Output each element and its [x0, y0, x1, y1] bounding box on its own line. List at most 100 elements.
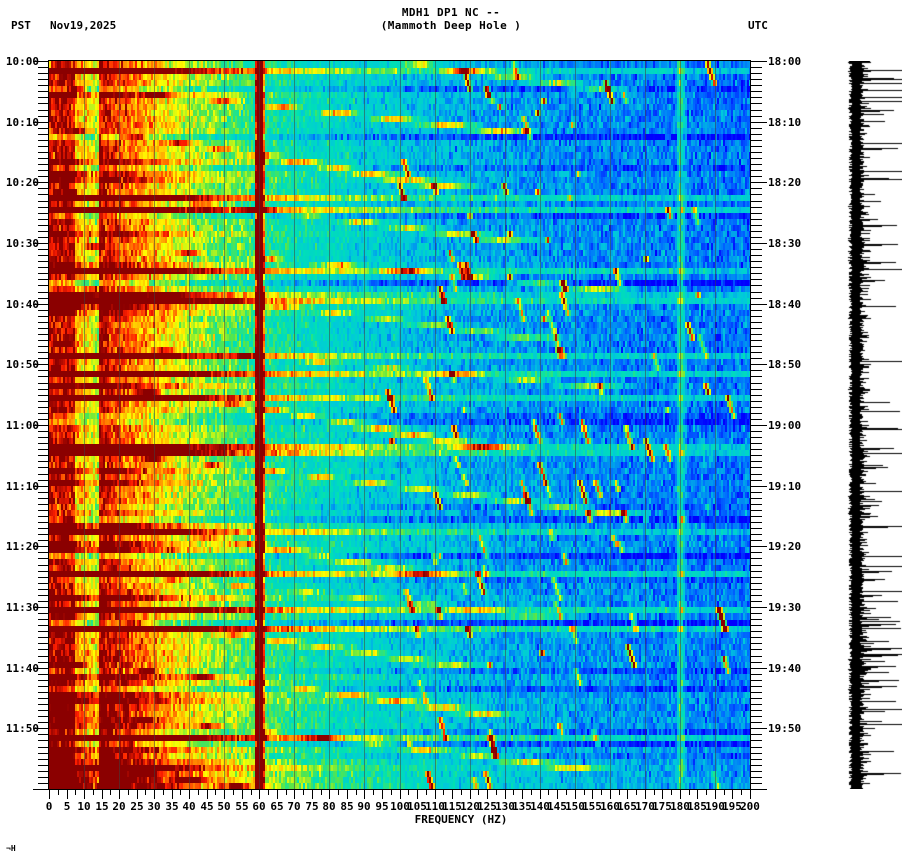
time-tick-minor-right — [751, 170, 762, 171]
time-tick-major-right — [751, 364, 767, 365]
freq-label: 0 — [45, 800, 53, 813]
time-label-left: 10:20 — [5, 176, 39, 189]
time-tick-major-left — [33, 243, 49, 244]
time-tick-minor-right — [751, 595, 762, 596]
spectrogram-plot[interactable] — [49, 61, 750, 789]
time-tick-minor-left — [38, 249, 49, 250]
freq-tick-minor — [706, 790, 707, 795]
time-tick-minor-left — [38, 419, 49, 420]
time-tick-minor-left — [38, 704, 49, 705]
time-tick-minor-left — [38, 219, 49, 220]
freq-label: 65 — [270, 800, 284, 813]
time-tick-minor-right — [751, 455, 762, 456]
time-label-right: 18:30 — [768, 237, 802, 250]
freq-tick-minor — [426, 790, 427, 795]
time-tick-minor-right — [751, 310, 762, 311]
time-tick-minor-left — [38, 522, 49, 523]
freq-tick-major — [662, 790, 663, 799]
time-tick-minor-left — [38, 146, 49, 147]
freq-tick-major — [680, 790, 681, 799]
spectrogram-canvas[interactable] — [49, 61, 750, 789]
time-tick-minor-right — [751, 116, 762, 117]
time-tick-minor-left — [38, 571, 49, 572]
time-tick-minor-left — [38, 443, 49, 444]
freq-tick-major — [49, 790, 50, 799]
time-tick-minor-right — [751, 601, 762, 602]
freq-label: 185 — [687, 800, 707, 813]
freq-tick-major — [347, 790, 348, 799]
time-tick-minor-left — [38, 334, 49, 335]
time-tick-major-left — [33, 425, 49, 426]
time-tick-minor-left — [38, 401, 49, 402]
time-tick-minor-right — [751, 625, 762, 626]
time-tick-minor-right — [751, 334, 762, 335]
time-tick-minor-left — [38, 625, 49, 626]
time-label-left: 11:00 — [5, 419, 39, 432]
time-tick-minor-left — [38, 565, 49, 566]
freq-tick-major — [67, 790, 68, 799]
freq-label: 140 — [530, 800, 550, 813]
time-tick-minor-right — [751, 134, 762, 135]
time-tick-major-left — [33, 486, 49, 487]
time-tick-major-right — [751, 789, 767, 790]
freq-tick-minor — [321, 790, 322, 795]
time-tick-minor-right — [751, 649, 762, 650]
time-label-left: 11:30 — [5, 601, 39, 614]
freq-tick-minor — [198, 790, 199, 795]
time-tick-minor-right — [751, 225, 762, 226]
time-tick-minor-left — [38, 164, 49, 165]
time-tick-minor-left — [38, 340, 49, 341]
time-tick-minor-left — [38, 97, 49, 98]
freq-tick-major — [697, 790, 698, 799]
time-tick-minor-left — [38, 783, 49, 784]
time-tick-minor-left — [38, 589, 49, 590]
time-tick-minor-right — [751, 401, 762, 402]
time-tick-major-left — [33, 182, 49, 183]
time-tick-minor-right — [751, 328, 762, 329]
time-tick-major-left — [33, 304, 49, 305]
freq-label: 50 — [217, 800, 231, 813]
time-label-right: 19:40 — [768, 662, 802, 675]
time-tick-minor-right — [751, 110, 762, 111]
time-tick-minor-left — [38, 292, 49, 293]
time-tick-minor-right — [751, 534, 762, 535]
time-tick-minor-right — [751, 194, 762, 195]
freq-label: 145 — [547, 800, 567, 813]
time-tick-minor-right — [751, 637, 762, 638]
time-tick-minor-left — [38, 510, 49, 511]
time-label-left: 10:30 — [5, 237, 39, 250]
time-label-left: 11:40 — [5, 662, 39, 675]
freq-tick-major — [189, 790, 190, 799]
freq-label: 25 — [130, 800, 144, 813]
freq-label: 90 — [357, 800, 371, 813]
freq-tick-major — [172, 790, 173, 799]
time-tick-minor-left — [38, 237, 49, 238]
time-tick-minor-right — [751, 419, 762, 420]
time-tick-minor-right — [751, 352, 762, 353]
time-tick-major-right — [751, 425, 767, 426]
time-tick-minor-right — [751, 431, 762, 432]
time-label-left: 11:50 — [5, 722, 39, 735]
time-tick-minor-right — [751, 213, 762, 214]
time-tick-minor-right — [751, 516, 762, 517]
time-tick-minor-right — [751, 67, 762, 68]
time-tick-minor-left — [38, 407, 49, 408]
time-label-right: 19:00 — [768, 419, 802, 432]
time-tick-minor-left — [38, 637, 49, 638]
time-tick-major-right — [751, 607, 767, 608]
freq-label: 180 — [670, 800, 690, 813]
freq-tick-major — [224, 790, 225, 799]
time-tick-minor-right — [751, 188, 762, 189]
date-label: Nov19,2025 — [50, 19, 117, 32]
freq-tick-minor — [356, 790, 357, 795]
freq-tick-major — [435, 790, 436, 799]
time-tick-minor-left — [38, 431, 49, 432]
time-tick-minor-left — [38, 461, 49, 462]
freq-tick-major — [294, 790, 295, 799]
time-tick-minor-left — [38, 504, 49, 505]
time-tick-major-right — [751, 728, 767, 729]
freq-tick-major — [540, 790, 541, 799]
time-tick-minor-right — [751, 540, 762, 541]
time-tick-minor-right — [751, 461, 762, 462]
time-tick-major-left — [33, 61, 49, 62]
